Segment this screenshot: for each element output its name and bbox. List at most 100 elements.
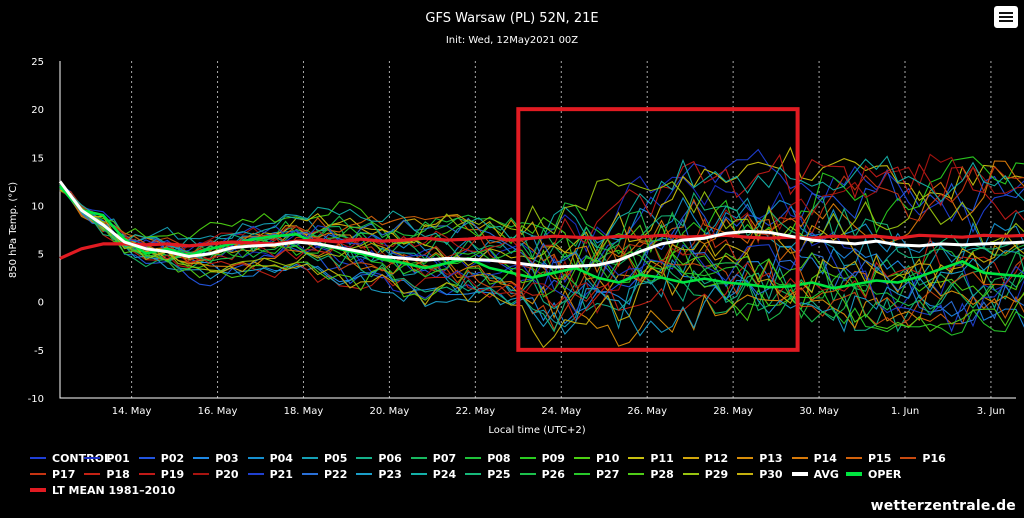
ensemble-line-p18 xyxy=(59,181,1024,322)
legend-swatch xyxy=(737,473,754,475)
y-tick-label: -5 xyxy=(34,346,44,357)
legend-swatch xyxy=(84,473,101,475)
series-lines xyxy=(58,146,1024,349)
legend-item-p11[interactable]: P11 xyxy=(628,452,674,468)
legend-label: P15 xyxy=(868,452,892,465)
legend-label: P07 xyxy=(432,452,457,465)
legend-swatch xyxy=(247,473,264,475)
legend-label: P13 xyxy=(759,452,783,465)
legend-label: P16 xyxy=(922,452,946,465)
oper-line xyxy=(59,185,1024,290)
legend-item-p02[interactable]: P02 xyxy=(138,452,184,468)
legend-swatch xyxy=(410,457,427,459)
ensemble-line-p25 xyxy=(59,184,1024,333)
legend-label: P26 xyxy=(541,468,565,481)
legend-label: P09 xyxy=(541,452,565,465)
avg-line xyxy=(58,180,1024,269)
legend-item-p15[interactable]: P15 xyxy=(846,452,891,468)
y-tick-label: 10 xyxy=(31,201,44,212)
legend-item-p30[interactable]: P30 xyxy=(737,468,783,484)
legend-item-p25[interactable]: P25 xyxy=(465,468,511,484)
y-tick-label: 0 xyxy=(38,298,44,309)
legend-label: P18 xyxy=(106,468,130,481)
legend-label: P05 xyxy=(324,452,348,465)
legend-item-p14[interactable]: P14 xyxy=(791,452,837,468)
x-axis-label: Local time (UTC+2) xyxy=(488,425,585,436)
x-tick-label: 28. May xyxy=(713,406,753,417)
legend-swatch xyxy=(302,457,318,459)
legend-label: P27 xyxy=(596,468,620,481)
legend-item-p08[interactable]: P08 xyxy=(465,452,511,468)
legend-item-p16[interactable]: P16 xyxy=(900,452,946,468)
legend-item-p13[interactable]: P13 xyxy=(737,452,783,468)
legend-label: AVG xyxy=(813,468,839,481)
legend-label: P20 xyxy=(215,468,239,481)
legend-label: P24 xyxy=(432,468,457,481)
legend-swatch xyxy=(574,457,590,459)
legend-swatch xyxy=(84,457,101,459)
legend-item-p20[interactable]: P20 xyxy=(193,468,239,484)
legend-item-p28[interactable]: P28 xyxy=(628,468,674,484)
y-axis-label: 850 hPa Temp. (°C) xyxy=(8,182,19,278)
legend-swatch xyxy=(737,457,754,459)
x-tick-label: 30. May xyxy=(799,406,839,417)
legend-item-oper[interactable]: OPER xyxy=(846,468,901,484)
legend-swatch xyxy=(30,457,46,459)
legend-item-p03[interactable]: P03 xyxy=(193,452,239,468)
legend-swatch xyxy=(356,473,373,475)
highlight-box xyxy=(516,107,800,352)
legend-item-p23[interactable]: P23 xyxy=(356,468,402,484)
legend-swatch xyxy=(791,457,808,459)
ensemble-line-p05 xyxy=(59,181,1024,330)
legend-swatch xyxy=(30,473,46,475)
legend-swatch xyxy=(519,473,536,475)
ensemble-chart: GFS Warsaw (PL) 52N, 21E Init: Wed, 12Ma… xyxy=(8,11,1024,436)
ensemble-line-p11 xyxy=(59,146,1024,267)
x-tick-label: 26. May xyxy=(627,406,667,417)
ensemble-line-p30 xyxy=(59,189,1024,349)
y-tick-label: 20 xyxy=(31,105,44,116)
legend-label: P06 xyxy=(378,452,402,465)
x-tick-label: 3. Jun xyxy=(977,406,1005,417)
legend-item-p06[interactable]: P06 xyxy=(356,452,402,468)
x-tick-label: 22. May xyxy=(455,406,495,417)
legend-item-p27[interactable]: P27 xyxy=(574,468,619,484)
legend-item-p01[interactable]: P01 xyxy=(84,452,130,468)
legend-item-p24[interactable]: P24 xyxy=(410,468,457,484)
legend-item-p05[interactable]: P05 xyxy=(302,452,347,468)
legend-item-p21[interactable]: P21 xyxy=(247,468,293,484)
y-tick-label: -10 xyxy=(28,394,44,405)
axis-lines xyxy=(59,61,1016,399)
legend-item-p07[interactable]: P07 xyxy=(410,452,457,468)
hamburger-menu-icon[interactable] xyxy=(994,6,1018,28)
legend-item-avg[interactable]: AVG xyxy=(791,468,839,484)
legend-label: OPER xyxy=(868,468,902,481)
legend-swatch xyxy=(410,473,427,475)
legend-item-p18[interactable]: P18 xyxy=(84,468,130,484)
legend-item-p29[interactable]: P29 xyxy=(682,468,728,484)
legend-item-p12[interactable]: P12 xyxy=(682,452,729,468)
legend-swatch xyxy=(628,457,645,459)
legend-item-p26[interactable]: P26 xyxy=(519,468,565,484)
legend-item-p22[interactable]: P22 xyxy=(302,468,347,484)
legend-swatch xyxy=(302,473,318,475)
legend-item-lt-mean-1981-2010[interactable]: LT MEAN 1981–2010 xyxy=(30,484,175,500)
legend-label: P11 xyxy=(650,452,674,465)
legend-swatch xyxy=(30,488,46,492)
legend-item-p17[interactable]: P17 xyxy=(30,468,75,484)
legend-item-p09[interactable]: P09 xyxy=(519,452,565,468)
legend-swatch xyxy=(791,472,808,476)
legend-item-p19[interactable]: P19 xyxy=(138,468,185,484)
grid-lines xyxy=(59,61,1016,399)
legend-label: P12 xyxy=(704,452,729,465)
legend-item-p04[interactable]: P04 xyxy=(247,452,293,468)
legend-label: P19 xyxy=(160,468,185,481)
legend-swatch xyxy=(465,457,482,459)
legend-item-p10[interactable]: P10 xyxy=(574,452,619,468)
legend-swatch xyxy=(356,457,373,459)
legend-label: P03 xyxy=(215,452,239,465)
legend-swatch xyxy=(682,457,699,459)
legend-item-control[interactable]: CONTROL xyxy=(30,452,111,468)
legend-label: P22 xyxy=(324,468,348,481)
legend-swatch xyxy=(846,472,862,476)
